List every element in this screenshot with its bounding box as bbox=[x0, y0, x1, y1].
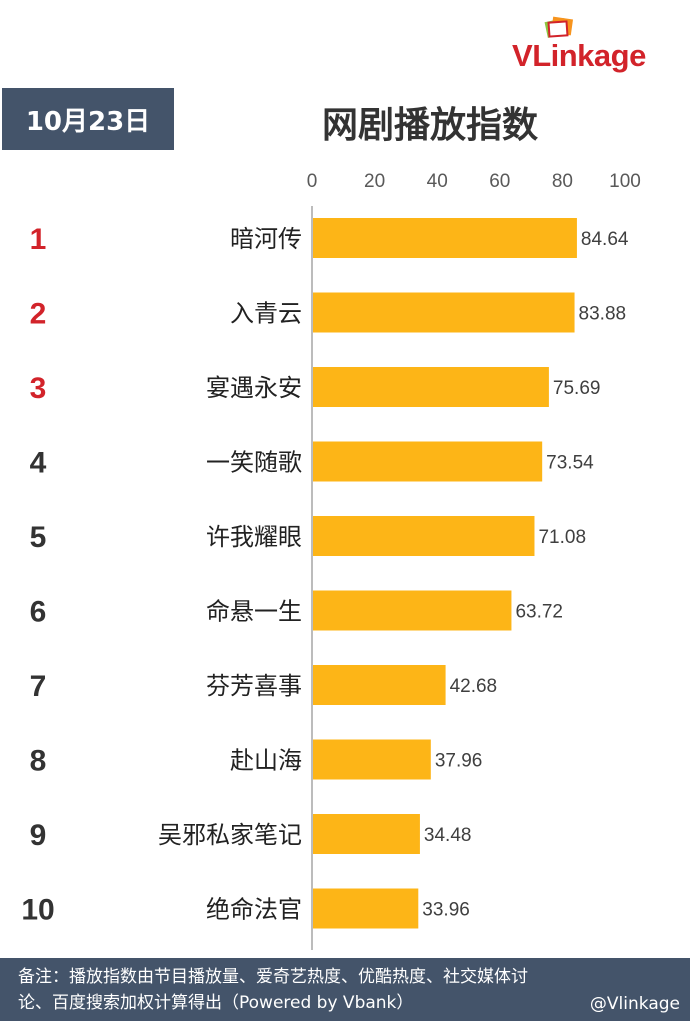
rank-number: 4 bbox=[30, 447, 47, 480]
bar-value-label: 71.08 bbox=[538, 527, 586, 548]
category-label: 暗河传 bbox=[230, 225, 302, 253]
category-label: 绝命法官 bbox=[206, 896, 302, 924]
bar-chart: 0 20 40 60 80 100 1 暗河传 84.64 2 入青云 83.88 3 宴遇永安 75.69… bbox=[21, 171, 641, 950]
rank-number: 10 bbox=[21, 894, 54, 927]
rank-number: 3 bbox=[30, 372, 47, 405]
category-label: 许我耀眼 bbox=[206, 523, 302, 551]
bar bbox=[313, 665, 446, 705]
vlinkage-logo: VLinkage bbox=[512, 10, 682, 80]
logo-letter-v: V bbox=[512, 38, 533, 73]
bar bbox=[313, 516, 535, 556]
bar-value-label: 84.64 bbox=[581, 229, 629, 250]
rank-number: 9 bbox=[30, 819, 47, 852]
category-label: 一笑随歌 bbox=[206, 449, 302, 477]
bar bbox=[313, 590, 512, 631]
category-label: 赴山海 bbox=[230, 747, 302, 775]
bar bbox=[313, 814, 420, 854]
category-label: 宴遇永安 bbox=[206, 374, 302, 402]
x-tick-label: 100 bbox=[609, 171, 641, 192]
category-label: 命悬一生 bbox=[206, 598, 302, 626]
bar bbox=[313, 739, 431, 780]
bar-value-label: 75.69 bbox=[553, 378, 601, 399]
bar-value-label: 34.48 bbox=[424, 825, 472, 846]
rank-number: 8 bbox=[30, 745, 47, 778]
x-tick-label: 80 bbox=[552, 171, 573, 192]
bar-value-label: 73.54 bbox=[546, 453, 594, 474]
bar bbox=[313, 367, 549, 407]
x-tick-label: 40 bbox=[427, 171, 448, 192]
rank-number: 1 bbox=[30, 223, 47, 256]
date-label: 10月23日 bbox=[2, 88, 174, 150]
footer-note: 备注：播放指数由节目播放量、爱奇艺热度、优酷热度、社交媒体讨 论、百度搜索加权计… bbox=[0, 958, 690, 1021]
x-tick-label: 60 bbox=[489, 171, 510, 192]
footer-note-line1: 备注：播放指数由节目播放量、爱奇艺热度、优酷热度、社交媒体讨 bbox=[18, 967, 528, 987]
bar-value-label: 33.96 bbox=[422, 900, 470, 921]
bar-value-label: 42.68 bbox=[450, 676, 498, 697]
bar bbox=[313, 218, 577, 258]
category-label: 芬芳喜事 bbox=[206, 672, 302, 700]
chart-title: 网剧播放指数 bbox=[321, 105, 538, 146]
rank-number: 7 bbox=[30, 670, 47, 703]
rank-number: 6 bbox=[30, 596, 47, 629]
bar-value-label: 83.88 bbox=[579, 304, 627, 325]
rank-number: 2 bbox=[30, 298, 47, 331]
category-label: 入青云 bbox=[230, 300, 302, 328]
bar bbox=[313, 292, 575, 333]
logo-cards-icon bbox=[544, 16, 574, 38]
bar-value-label: 37.96 bbox=[435, 751, 483, 772]
x-tick-label: 20 bbox=[364, 171, 385, 192]
footer-note-line2: 论、百度搜索加权计算得出（Powered by Vbank） bbox=[18, 993, 414, 1013]
rank-number: 5 bbox=[30, 521, 47, 554]
category-label: 吴邪私家笔记 bbox=[158, 821, 302, 849]
weibo-handle: @Vlinkage bbox=[589, 994, 680, 1014]
bar bbox=[313, 888, 419, 929]
logo-text: VLinkage bbox=[512, 38, 646, 74]
bar bbox=[313, 441, 543, 482]
logo-letters-rest: Linkage bbox=[532, 38, 646, 73]
x-tick-label: 0 bbox=[307, 171, 318, 192]
bar-value-label: 63.72 bbox=[515, 602, 563, 623]
